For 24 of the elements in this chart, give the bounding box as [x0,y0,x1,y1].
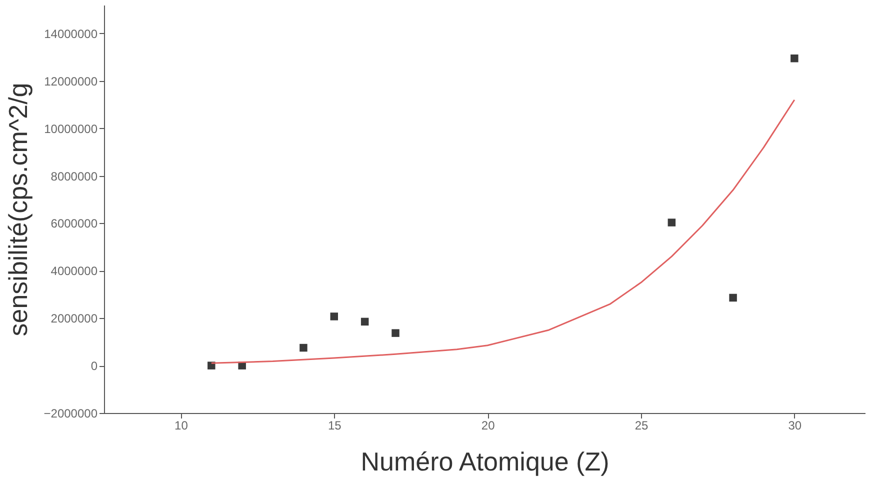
x-tick-label: 25 [634,418,648,432]
point [392,329,400,337]
y-tick-label: 8000000 [50,169,98,184]
y-tick-label: 4000000 [50,264,98,278]
point [330,312,338,320]
y-tick-label: 12000000 [44,74,98,88]
point [300,344,308,352]
x-tick-label: 10 [174,418,188,432]
x-axis-title: Numéro Atomique (Z) [360,446,610,476]
x-tick-label: 15 [328,418,342,432]
x-tick-label: 30 [788,418,802,432]
x-tick-label: 20 [481,418,496,432]
point [668,218,676,226]
y-axis-title: sensibilité(cps.cm^2/g [2,82,33,336]
y-tick-label: 2000000 [50,312,98,326]
y-tick-label: 0 [90,359,98,374]
y-tick-label: 14000000 [44,26,98,41]
point [208,362,216,370]
point [729,294,737,302]
y-tick-label: 10000000 [44,122,98,136]
point [790,54,798,62]
y-tick-label: 6000000 [50,216,98,231]
y-tick-label: −2000000 [44,406,98,420]
point [360,318,369,326]
